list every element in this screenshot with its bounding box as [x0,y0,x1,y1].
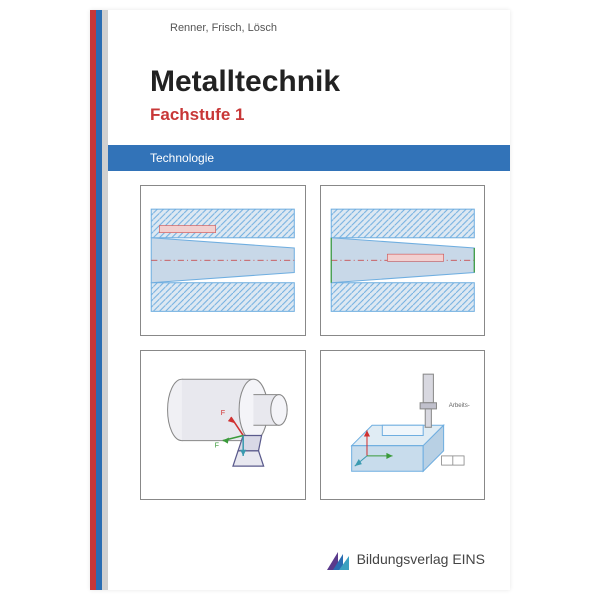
authors-line: Renner, Frisch, Lösch [170,22,277,34]
publisher-footer: Bildungsverlag EINS [327,548,485,570]
publisher-name: Bildungsverlag EINS [357,551,485,567]
diagram-taper-2 [320,185,486,336]
diagram-grid: F F [140,185,485,500]
svg-text:F: F [221,409,226,417]
main-title: Metalltechnik [150,65,340,99]
stripe-grey [102,10,108,590]
spine-stripes [90,10,108,590]
diagram-milling: Arbeits- [320,350,486,501]
publisher-logo-icon [327,548,349,570]
diagram-taper-1 [140,185,306,336]
title-block: Metalltechnik Fachstufe 1 [150,65,340,125]
svg-text:Arbeits-: Arbeits- [448,401,469,408]
category-band: Technologie [108,145,510,171]
subtitle: Fachstufe 1 [150,105,340,125]
diagram-turning: F F [140,350,306,501]
book-cover: Renner, Frisch, Lösch Metalltechnik Fach… [90,10,510,590]
band-label: Technologie [150,151,214,165]
svg-text:F: F [215,441,220,449]
